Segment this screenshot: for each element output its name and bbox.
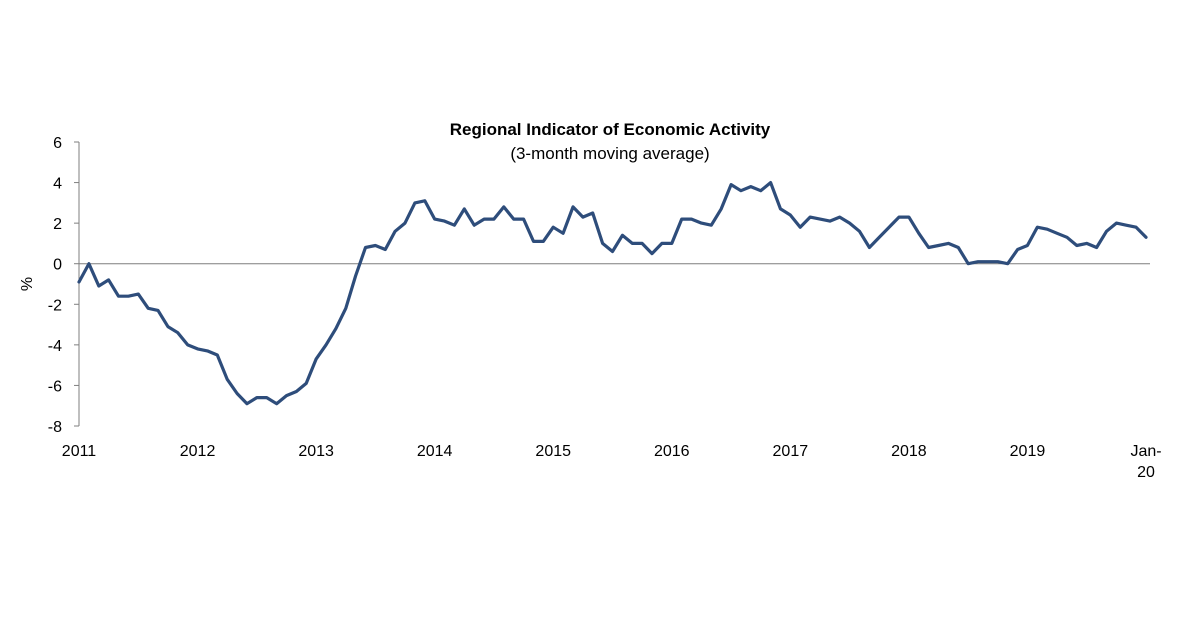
x-tick-label: Jan- <box>1130 443 1161 460</box>
y-tick-label: 0 <box>53 257 62 274</box>
y-tick-label: -4 <box>48 338 62 355</box>
plot-area <box>77 181 1148 406</box>
x-tick-label: 2019 <box>1010 443 1046 460</box>
x-tick-label: 2013 <box>298 443 334 460</box>
y-tick-label: -6 <box>48 378 62 395</box>
series-line-0 <box>77 181 1148 406</box>
chart-title: Regional Indicator of Economic Activity <box>450 120 771 139</box>
x-axis: 2011 2012 2013 2014 2015 2016 2017 2018 2019 Jan-… <box>62 263 1162 481</box>
y-tick-label: -2 <box>48 297 62 314</box>
x-tick-label: 2017 <box>773 443 809 460</box>
y-axis: -8 -6 -4 -2 0 2 4 6 <box>48 135 80 436</box>
x-tick-label: 2018 <box>891 443 927 460</box>
y-tick-label: 4 <box>53 176 62 193</box>
x-tick-label: 2015 <box>535 443 571 460</box>
y-tick-label: 6 <box>53 135 62 152</box>
y-axis-label: % <box>19 277 36 291</box>
x-tick-label: 2016 <box>654 443 690 460</box>
x-tick-label: 2014 <box>417 443 453 460</box>
x-tick-label: 2011 <box>62 443 97 460</box>
x-tick-label: 2012 <box>180 443 216 460</box>
x-tick-label-line2: 20 <box>1137 464 1155 481</box>
chart-subtitle: (3-month moving average) <box>510 144 709 163</box>
y-tick-label: 2 <box>53 216 62 233</box>
y-tick-label: -8 <box>48 419 62 436</box>
